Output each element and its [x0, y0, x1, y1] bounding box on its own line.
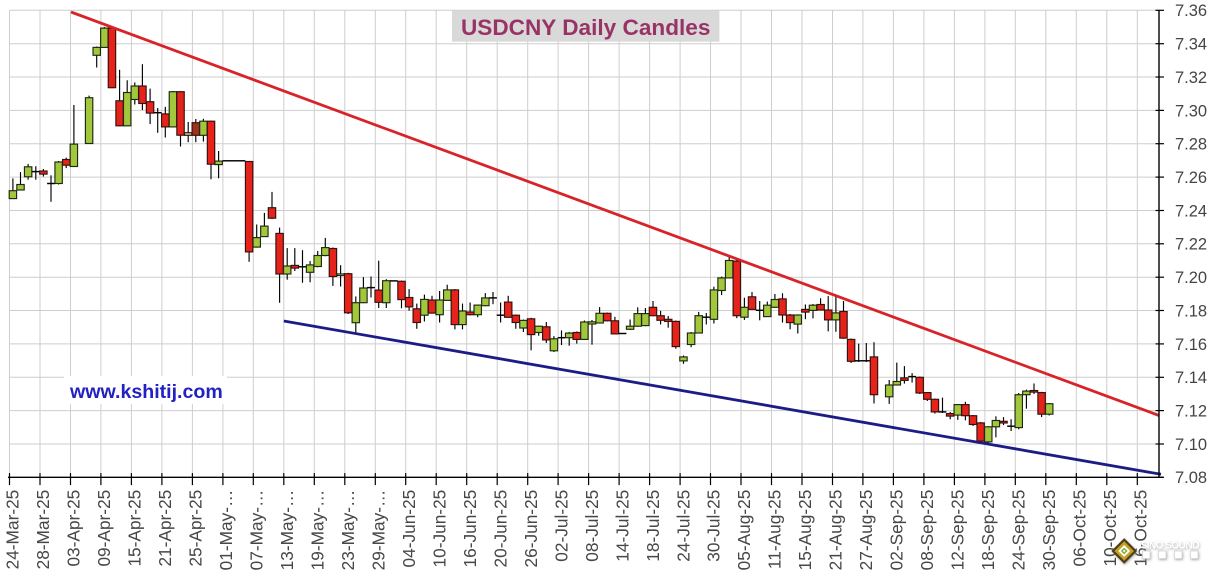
svg-text:7.24: 7.24: [1175, 202, 1207, 220]
svg-text:27-Aug-25: 27-Aug-25: [856, 490, 876, 571]
svg-text:02-Sep-25: 02-Sep-25: [887, 490, 907, 571]
svg-text:www.kshitij.com: www.kshitij.com: [69, 381, 223, 403]
svg-text:16-Oct-25: 16-Oct-25: [1131, 490, 1151, 567]
svg-text:06-Oct-25: 06-Oct-25: [1070, 490, 1090, 567]
svg-text:18-Sep-25: 18-Sep-25: [978, 490, 998, 571]
svg-text:08-Jul-25: 08-Jul-25: [582, 490, 602, 562]
svg-text:11-Aug-25: 11-Aug-25: [765, 490, 785, 569]
svg-text:7.28: 7.28: [1175, 136, 1207, 154]
svg-text:7.30: 7.30: [1175, 102, 1207, 120]
svg-text:01-May-…: 01-May-…: [216, 490, 236, 571]
svg-text:28-Mar-25: 28-Mar-25: [33, 490, 53, 570]
svg-text:04-Jun-25: 04-Jun-25: [399, 490, 419, 568]
svg-text:21-Aug-25: 21-Aug-25: [826, 490, 846, 571]
svg-text:09-Apr-25: 09-Apr-25: [94, 490, 114, 567]
svg-text:19-May-…: 19-May-…: [308, 490, 328, 571]
svg-text:7.26: 7.26: [1175, 169, 1207, 187]
svg-text:7.32: 7.32: [1175, 69, 1207, 87]
svg-text:7.16: 7.16: [1175, 336, 1207, 354]
svg-text:15-Apr-25: 15-Apr-25: [125, 490, 145, 567]
svg-text:14-Jul-25: 14-Jul-25: [612, 490, 632, 562]
svg-text:7.18: 7.18: [1175, 302, 1207, 320]
svg-text:24-Sep-25: 24-Sep-25: [1009, 490, 1029, 571]
svg-text:02-Jul-25: 02-Jul-25: [551, 490, 571, 562]
svg-text:03-Apr-25: 03-Apr-25: [64, 490, 84, 567]
svg-text:21-Apr-25: 21-Apr-25: [155, 490, 175, 567]
svg-text:08-Sep-25: 08-Sep-25: [917, 490, 937, 571]
svg-text:23-May-…: 23-May-…: [338, 490, 358, 571]
svg-text:7.08: 7.08: [1175, 469, 1207, 487]
svg-text:07-May-…: 07-May-…: [247, 490, 267, 571]
svg-text:7.34: 7.34: [1175, 36, 1207, 54]
svg-text:24-Mar-25: 24-Mar-25: [3, 490, 23, 570]
svg-text:18-Jul-25: 18-Jul-25: [643, 490, 663, 562]
svg-text:13-May-…: 13-May-…: [277, 490, 297, 571]
svg-text:7.14: 7.14: [1175, 369, 1207, 387]
svg-text:26-Jun-25: 26-Jun-25: [521, 490, 541, 568]
svg-text:29-May-…: 29-May-…: [369, 490, 389, 571]
svg-text:16-Jun-25: 16-Jun-25: [460, 490, 480, 568]
svg-text:7.12: 7.12: [1175, 403, 1207, 421]
svg-text:30-Sep-25: 30-Sep-25: [1039, 490, 1059, 571]
svg-text:7.22: 7.22: [1175, 236, 1207, 254]
svg-text:30-Jul-25: 30-Jul-25: [704, 490, 724, 562]
svg-text:24-Jul-25: 24-Jul-25: [673, 490, 693, 562]
svg-text:7.10: 7.10: [1175, 436, 1207, 454]
svg-text:20-Jun-25: 20-Jun-25: [490, 490, 510, 568]
svg-text:7.20: 7.20: [1175, 269, 1207, 287]
svg-text:USDCNY Daily Candles: USDCNY Daily Candles: [461, 15, 710, 40]
svg-text:25-Apr-25: 25-Apr-25: [186, 490, 206, 567]
svg-text:12-Sep-25: 12-Sep-25: [948, 490, 968, 571]
svg-text:15-Aug-25: 15-Aug-25: [795, 490, 815, 571]
svg-text:10-Jun-25: 10-Jun-25: [429, 490, 449, 568]
svg-text:SINO SOUND: SINO SOUND: [1141, 541, 1200, 552]
svg-text:7.36: 7.36: [1175, 2, 1207, 20]
svg-text:05-Aug-25: 05-Aug-25: [734, 490, 754, 571]
